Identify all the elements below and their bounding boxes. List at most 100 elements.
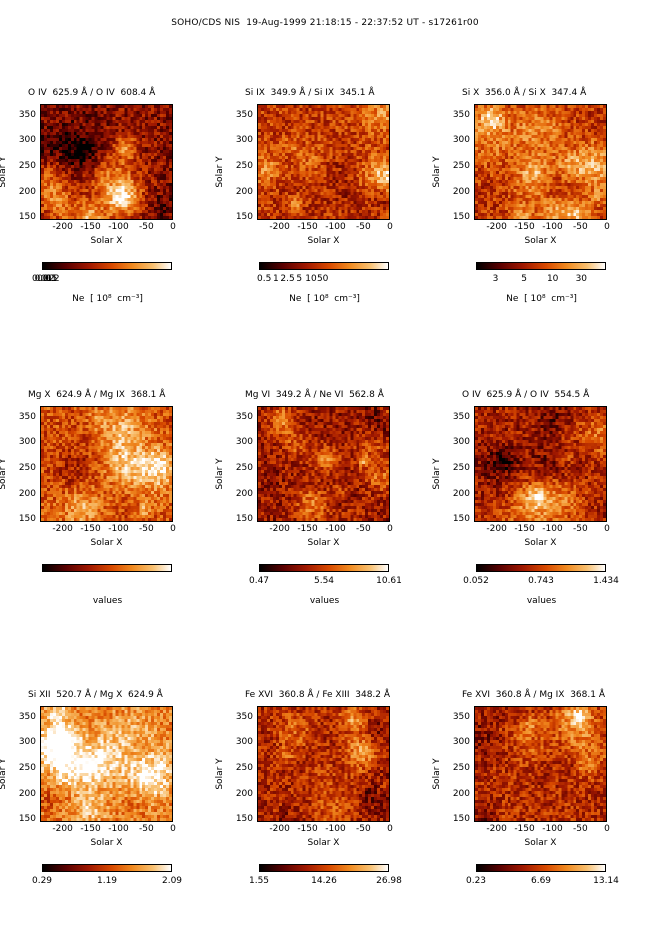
x-tick-label: 0: [170, 524, 176, 534]
image-panel: Fe XVI 360.8 Å / Fe XIII 348.2 Å Solar Y 3…: [215, 690, 427, 940]
y-tick-label: 300: [18, 737, 36, 747]
x-tick-label: 0: [604, 222, 610, 232]
y-tick-label: 150: [452, 514, 470, 524]
y-axis-label: Solar Y: [432, 156, 442, 188]
x-tick-label: -50: [356, 524, 371, 534]
colorbar-tick-label: 26.98: [376, 876, 402, 886]
y-axis-label: Solar Y: [0, 758, 8, 790]
x-tick-label: -150: [514, 524, 535, 534]
y-tick-label: 250: [235, 161, 253, 171]
colorbar-tick-label: 1.55: [248, 876, 270, 886]
y-tick-label: 150: [235, 212, 253, 222]
y-tick-label: 250: [452, 161, 470, 171]
y-tick-label: 200: [452, 789, 470, 799]
x-ticks: -200 -150 -100 -50 0: [40, 524, 176, 536]
colorbar: [42, 564, 172, 572]
x-ticks: -200 -150 -100 -50 0: [257, 222, 393, 234]
x-tick-label: -150: [297, 824, 318, 834]
x-tick-label: -150: [514, 824, 535, 834]
colorbar-tick-label: 10.61: [376, 576, 402, 586]
x-tick-label: -50: [139, 524, 154, 534]
y-tick-label: 250: [235, 463, 253, 473]
y-tick-label: 200: [235, 789, 253, 799]
image-panel: O IV 625.9 Å / O IV 554.5 Å Solar Y 350 300…: [432, 390, 644, 640]
x-tick-label: 0: [387, 222, 393, 232]
colorbar-tick-label: 14.26: [311, 876, 337, 886]
image-panel: O IV 625.9 Å / O IV 608.4 Å Solar Y 350 300…: [0, 88, 210, 338]
colorbar-tick-label: 0.23: [465, 876, 487, 886]
x-tick-label: 0: [170, 824, 176, 834]
x-ticks: -200 -150 -100 -50 0: [474, 524, 609, 536]
solar-intensity-map: [257, 706, 390, 822]
colorbar-ticks: 0.47 5.54 10.61: [249, 576, 402, 588]
colorbar-ticks: 0.052 0.743 1.434: [463, 576, 619, 588]
map-image: [258, 105, 389, 219]
panel-title: Si XII 520.7 Å / Mg X 624.9 Å: [28, 690, 163, 700]
colorbar-tick-label: 6.69: [530, 876, 552, 886]
y-tick-label: 150: [452, 212, 470, 222]
y-tick-label: 350: [452, 712, 470, 722]
x-tick-label: -150: [80, 222, 101, 232]
colorbar-tick-label: 5.54: [313, 576, 335, 586]
colorbar-tick-label: 0.05: [37, 274, 58, 284]
colorbar-tick-label: 0.01: [31, 274, 53, 284]
x-tick-label: -100: [325, 222, 346, 232]
solar-intensity-map: [40, 706, 173, 822]
panel-title: Fe XVI 360.8 Å / Mg IX 368.1 Å: [462, 690, 605, 700]
y-tick-label: 350: [235, 712, 253, 722]
x-tick-label: -150: [80, 824, 101, 834]
x-tick-label: -100: [108, 524, 129, 534]
colorbar-tick-label: 0.02: [34, 274, 55, 284]
image-panel: Si X 356.0 Å / Si X 347.4 Å Solar Y 350 300…: [432, 88, 644, 338]
colorbar-tick-label: 0.5: [257, 274, 272, 284]
x-tick-label: -100: [325, 824, 346, 834]
colorbar-tick-label: 13.14: [593, 876, 619, 886]
x-tick-label: -100: [325, 524, 346, 534]
colorbar: [42, 262, 172, 270]
y-tick-label: 300: [18, 135, 36, 145]
x-axis-label: Solar X: [524, 236, 557, 246]
y-tick-label: 350: [452, 412, 470, 422]
x-tick-label: -200: [52, 524, 73, 534]
y-tick-label: 200: [18, 789, 36, 799]
y-tick-label: 250: [235, 763, 253, 773]
y-tick-label: 300: [452, 437, 470, 447]
x-ticks: -200 -150 -100 -50 0: [257, 824, 393, 836]
x-axis-label: Solar X: [524, 538, 557, 548]
solar-intensity-map: [40, 104, 173, 220]
colorbar-label: values: [92, 596, 123, 606]
map-image: [41, 105, 172, 219]
x-tick-label: 0: [387, 824, 393, 834]
colorbar-tick-label: 3: [492, 274, 499, 284]
colorbar-ticks: [42, 576, 172, 588]
y-axis-label: Solar Y: [0, 156, 8, 188]
colorbar-tick-label: 5: [521, 274, 527, 284]
colorbar: [259, 864, 389, 872]
colorbar: [476, 864, 606, 872]
colorbar: [476, 564, 606, 572]
map-image: [475, 407, 606, 521]
page-title: SOHO/CDS NIS 19-Aug-1999 21:18:15 - 22:3…: [171, 18, 479, 28]
colorbar: [259, 564, 389, 572]
y-tick-label: 250: [452, 463, 470, 473]
y-tick-label: 350: [235, 110, 253, 120]
y-tick-label: 300: [18, 437, 36, 447]
x-tick-label: -200: [52, 222, 73, 232]
panel-title: Mg X 624.9 Å / Mg IX 368.1 Å: [28, 390, 166, 400]
y-axis-label: Solar Y: [0, 458, 8, 490]
map-image: [475, 105, 606, 219]
colorbar-tick-label: 30: [575, 274, 588, 284]
y-tick-label: 250: [18, 763, 36, 773]
x-tick-label: -50: [139, 824, 154, 834]
x-tick-label: -200: [486, 524, 507, 534]
solar-intensity-map: [257, 104, 390, 220]
colorbar-ticks: 3 5 10 30: [476, 274, 606, 286]
y-tick-label: 200: [452, 187, 470, 197]
colorbar: [259, 262, 389, 270]
colorbar-ticks: 0.23 6.69 13.14: [466, 876, 619, 888]
colorbar-tick-label: 0.1: [42, 274, 57, 284]
x-tick-label: -150: [297, 222, 318, 232]
x-axis-label: Solar X: [524, 838, 557, 848]
x-tick-label: -100: [108, 824, 129, 834]
x-tick-label: -200: [269, 824, 290, 834]
